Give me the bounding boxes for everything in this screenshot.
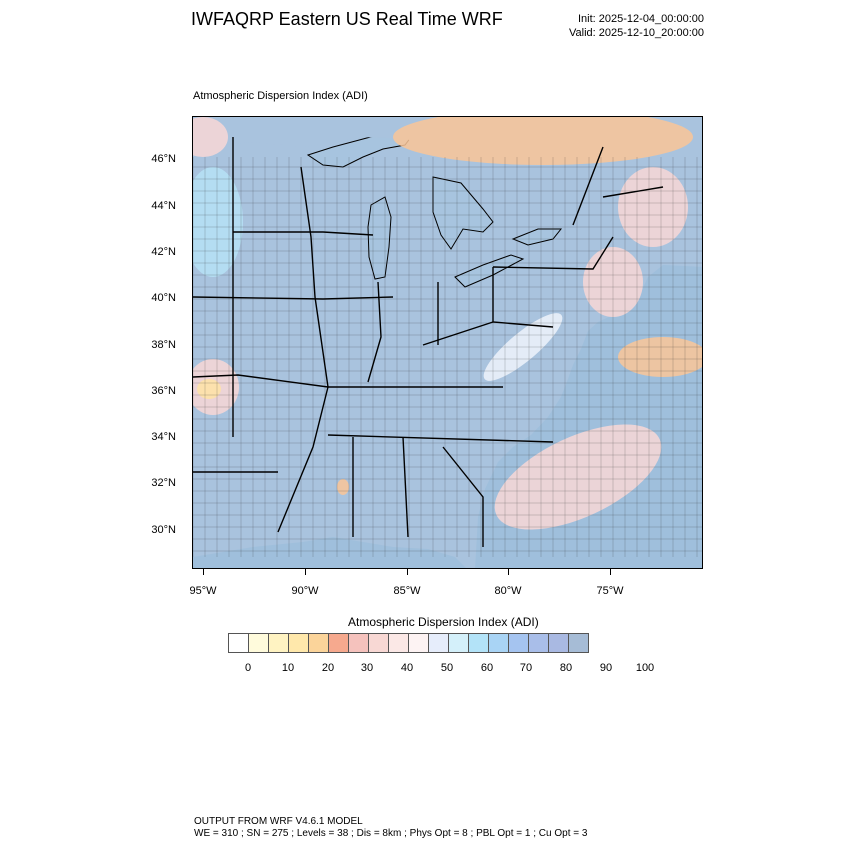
colorbar-swatch xyxy=(309,634,329,652)
lon-tick xyxy=(508,569,509,575)
map-canvas xyxy=(193,117,702,568)
lat-label-30: 30°N xyxy=(151,524,176,536)
colorbar-swatch xyxy=(229,634,249,652)
lon-tick xyxy=(610,569,611,575)
lat-label-34: 34°N xyxy=(151,431,176,443)
county-grid xyxy=(193,157,702,557)
colorbar-label-0: 0 xyxy=(244,662,252,674)
lon-label-80: 80°W xyxy=(494,585,522,597)
colorbar-swatch xyxy=(289,634,309,652)
lon-label-75: 75°W xyxy=(596,585,624,597)
colorbar-title: Atmospheric Dispersion Index (ADI) xyxy=(348,615,539,629)
lon-tick xyxy=(407,569,408,575)
colorbar-label-100: 100 xyxy=(635,662,655,674)
colorbar-swatch xyxy=(269,634,289,652)
colorbar-label-50: 50 xyxy=(440,662,454,674)
lat-label-32: 32°N xyxy=(151,477,176,489)
lon-tick xyxy=(305,569,306,575)
colorbar-swatch xyxy=(429,634,449,652)
colorbar-swatch xyxy=(509,634,529,652)
county-boundaries xyxy=(193,157,702,557)
lon-label-95: 95°W xyxy=(189,585,217,597)
colorbar-swatch xyxy=(489,634,509,652)
adi-map xyxy=(192,116,703,569)
lon-tick xyxy=(203,569,204,575)
colorbar-label-10: 10 xyxy=(281,662,295,674)
colorbar-swatch xyxy=(449,634,469,652)
colorbar-label-90: 90 xyxy=(599,662,613,674)
gulf-of-mexico xyxy=(193,537,466,568)
lat-label-46: 46°N xyxy=(151,153,176,165)
lat-label-40: 40°N xyxy=(151,292,176,304)
colorbar-label-60: 60 xyxy=(480,662,494,674)
plot-title: IWFAQRP Eastern US Real Time WRF xyxy=(191,9,503,29)
colorbar-swatch xyxy=(349,634,369,652)
init-time: Init: 2025-12-04_00:00:00 xyxy=(578,13,704,25)
colorbar-label-20: 20 xyxy=(321,662,335,674)
lon-label-90: 90°W xyxy=(291,585,319,597)
colorbar-swatch xyxy=(549,634,569,652)
colorbar-label-40: 40 xyxy=(400,662,414,674)
colorbar-label-80: 80 xyxy=(559,662,573,674)
colorbar-swatch xyxy=(469,634,489,652)
lat-label-36: 36°N xyxy=(151,385,176,397)
lon-label-85: 85°W xyxy=(393,585,421,597)
lake-ontario xyxy=(511,228,563,246)
colorbar xyxy=(228,633,589,653)
model-footer-line2: WE = 310 ; SN = 275 ; Levels = 38 ; Dis … xyxy=(194,828,588,839)
state-boundaries xyxy=(193,137,664,547)
colorbar-label-30: 30 xyxy=(360,662,374,674)
colorbar-swatch xyxy=(329,634,349,652)
colorbar-swatch xyxy=(249,634,269,652)
colorbar-swatch xyxy=(409,634,429,652)
colorbar-swatch xyxy=(529,634,549,652)
colorbar-swatch xyxy=(569,634,588,652)
lake-huron xyxy=(432,176,494,250)
colorbar-swatch xyxy=(389,634,409,652)
lat-label-44: 44°N xyxy=(151,200,176,212)
model-footer-line1: OUTPUT FROM WRF V4.6.1 MODEL xyxy=(194,816,363,827)
lat-label-42: 42°N xyxy=(151,246,176,258)
field-subtitle: Atmospheric Dispersion Index (ADI) xyxy=(193,90,368,102)
lat-label-38: 38°N xyxy=(151,339,176,351)
colorbar-label-70: 70 xyxy=(519,662,533,674)
valid-time: Valid: 2025-12-10_20:00:00 xyxy=(569,27,704,39)
colorbar-swatch xyxy=(369,634,389,652)
